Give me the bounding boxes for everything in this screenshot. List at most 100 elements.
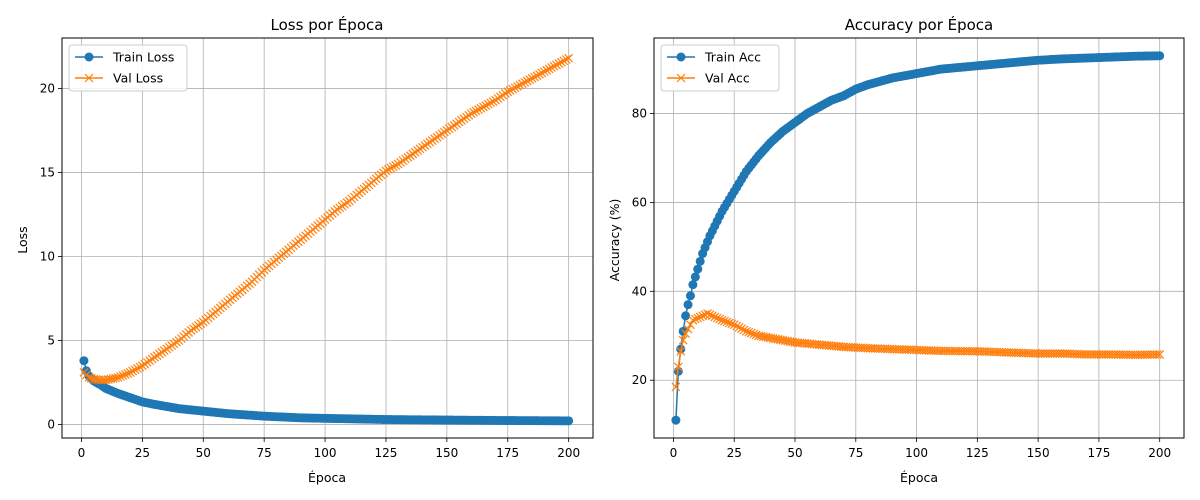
loss-val-loss-point <box>549 61 559 71</box>
loss-val-loss-point <box>564 53 574 63</box>
accuracy-chart: Accuracy por Época Época Accuracy (%) 0 2… <box>607 15 1185 485</box>
loss-train-loss-line <box>83 360 569 422</box>
loss-val-loss-point <box>483 99 493 109</box>
loss-x-tick-label: 75 <box>257 446 272 460</box>
loss-val-loss-point <box>554 59 564 68</box>
accuracy-chart-ylabel: Accuracy (%) <box>607 199 622 282</box>
accuracy-val-acc-point <box>751 330 761 340</box>
loss-val-loss-point <box>133 363 142 373</box>
accuracy-train-acc-line <box>675 55 1160 421</box>
accuracy-x-tick-label: 100 <box>905 446 928 460</box>
accuracy-train-acc-point <box>685 291 695 301</box>
accuracy-val-acc-point <box>703 309 712 318</box>
accuracy-legend-val-acc-marker <box>676 73 686 83</box>
loss-x-tick-label: 0 <box>78 446 86 460</box>
loss-y-tick-label: 5 <box>47 334 55 348</box>
loss-val-loss-point <box>386 163 396 173</box>
loss-val-loss-point <box>125 368 135 377</box>
loss-val-loss-point <box>481 101 491 110</box>
accuracy-y-tick-label: 80 <box>632 107 647 121</box>
accuracy-val-acc-point <box>671 382 681 392</box>
accuracy-axes-frame <box>653 37 1185 439</box>
loss-val-loss-point <box>486 98 496 108</box>
accuracy-val-acc-point <box>727 319 737 329</box>
loss-val-loss-point <box>391 160 401 170</box>
loss-val-loss-point <box>113 373 123 382</box>
loss-val-loss-point <box>383 165 393 174</box>
loss-axes-frame <box>61 37 594 439</box>
loss-train-loss-point <box>79 356 89 366</box>
loss-chart: Loss por Época Época Loss 0 25 50 75 100 125 1… <box>15 15 594 485</box>
loss-legend-train-loss-marker <box>84 52 94 62</box>
loss-val-loss-point <box>520 77 530 87</box>
loss-val-loss-point <box>513 81 522 91</box>
loss-y-tick-label: 10 <box>40 249 55 263</box>
accuracy-legend-val-acc-label: Val Acc <box>705 71 750 86</box>
accuracy-val-acc-point <box>724 318 734 328</box>
loss-x-tick-label: 50 <box>196 446 211 460</box>
loss-y-tick-label: 0 <box>47 418 55 432</box>
accuracy-train-acc-point <box>688 280 698 290</box>
accuracy-val-acc-point <box>676 346 686 356</box>
loss-legend-train-loss-label: Train Loss <box>112 50 174 65</box>
loss-chart-title: Loss por Época <box>271 15 384 34</box>
accuracy-val-acc-point <box>1152 350 1162 359</box>
loss-val-loss-point <box>559 56 569 66</box>
loss-legend: Train Loss Val Loss <box>68 44 188 92</box>
accuracy-train-acc-point <box>695 256 705 266</box>
loss-val-loss-point <box>120 370 130 379</box>
loss-val-loss-point <box>517 79 527 89</box>
accuracy-val-acc-point <box>707 311 717 321</box>
loss-val-loss-point <box>128 366 138 376</box>
loss-val-loss-point <box>547 63 557 73</box>
accuracy-val-acc-point <box>688 315 698 325</box>
accuracy-val-acc-point <box>678 335 688 345</box>
loss-val-loss-point <box>123 369 133 378</box>
accuracy-train-acc-point <box>683 300 693 310</box>
loss-val-loss-point <box>505 86 515 95</box>
accuracy-val-acc-point <box>720 316 729 326</box>
loss-x-tick-label: 175 <box>496 446 519 460</box>
loss-val-loss-point <box>556 57 566 67</box>
loss-val-loss-point <box>111 373 121 383</box>
accuracy-legend: Train Acc Val Acc <box>660 44 780 92</box>
loss-x-tick-label: 25 <box>135 446 150 460</box>
loss-val-loss-point <box>116 372 125 381</box>
accuracy-y-tick-label: 40 <box>632 284 647 298</box>
loss-val-loss-point <box>474 105 483 115</box>
loss-val-loss-point <box>525 75 535 85</box>
accuracy-val-acc-point <box>741 326 751 336</box>
loss-val-loss-point <box>135 362 145 372</box>
accuracy-val-acc-point <box>698 311 708 321</box>
loss-val-loss-point <box>532 71 542 81</box>
accuracy-val-acc-point <box>739 325 749 335</box>
accuracy-train-acc-point <box>681 311 691 321</box>
loss-val-loss-point <box>381 166 391 176</box>
accuracy-x-tick-label: 25 <box>727 446 742 460</box>
accuracy-val-acc-point <box>737 324 746 334</box>
accuracy-val-acc-point <box>734 322 744 332</box>
loss-val-loss-point <box>552 60 561 70</box>
accuracy-y-tick-label: 60 <box>632 195 647 209</box>
loss-x-tick-label: 100 <box>314 446 337 460</box>
loss-val-loss-point <box>544 64 554 74</box>
loss-val-loss-point <box>522 76 532 86</box>
loss-val-loss-point <box>527 73 537 83</box>
accuracy-x-tick-label: 150 <box>1027 446 1050 460</box>
accuracy-x-tick-label: 200 <box>1148 446 1171 460</box>
accuracy-legend-train-acc-marker <box>676 52 686 62</box>
loss-val-loss-point <box>561 55 571 64</box>
accuracy-train-acc-point <box>1155 51 1165 61</box>
loss-val-loss-point <box>388 162 398 172</box>
accuracy-train-acc-point <box>671 415 681 425</box>
loss-val-loss-point <box>542 65 552 75</box>
accuracy-x-tick-label: 75 <box>848 446 863 460</box>
loss-val-loss-point <box>537 68 547 78</box>
accuracy-val-acc-point <box>744 327 754 337</box>
accuracy-val-acc-point <box>712 313 722 323</box>
accuracy-x-tick-label: 50 <box>787 446 802 460</box>
loss-val-loss-point <box>118 371 128 380</box>
accuracy-val-acc-point <box>732 321 742 331</box>
accuracy-legend-train-acc-label: Train Acc <box>704 50 761 65</box>
accuracy-val-acc-point <box>729 320 739 330</box>
